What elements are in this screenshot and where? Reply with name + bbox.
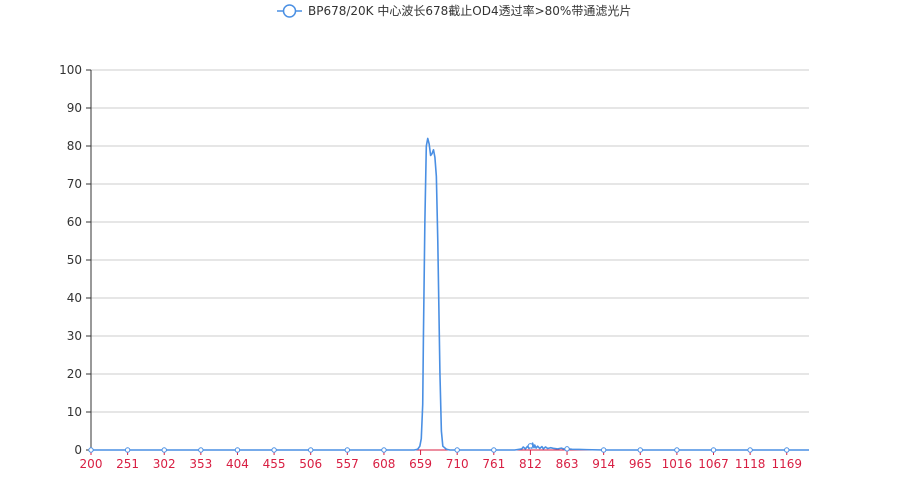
x-tick-label: 863 bbox=[556, 457, 579, 471]
data-point[interactable] bbox=[674, 447, 680, 453]
grid-lines bbox=[91, 69, 809, 413]
x-tick-label: 1169 bbox=[771, 457, 802, 471]
y-tick-label: 10 bbox=[67, 405, 82, 419]
y-tick-label: 90 bbox=[67, 101, 82, 115]
data-point[interactable] bbox=[747, 447, 753, 453]
x-axis: 200 251 302 353 404 455 506 557 608 659 710 761 812 8… bbox=[80, 449, 809, 471]
data-point[interactable] bbox=[198, 447, 204, 453]
x-tick-label: 506 bbox=[299, 457, 322, 471]
data-point[interactable] bbox=[124, 447, 131, 453]
y-tick-label: 70 bbox=[67, 177, 82, 191]
x-tick-label: 251 bbox=[116, 457, 139, 471]
x-tick-label: 353 bbox=[189, 457, 212, 471]
x-tick-label: 965 bbox=[629, 457, 652, 471]
data-point[interactable] bbox=[527, 443, 534, 449]
data-point[interactable] bbox=[637, 447, 643, 453]
y-tick-label: 30 bbox=[67, 329, 82, 343]
x-tick-label: 200 bbox=[80, 457, 103, 471]
legend-series-label: BP678/20K 中心波长678截止OD4透过率>80%带通滤光片 bbox=[308, 3, 631, 18]
x-tick-label: 557 bbox=[336, 457, 359, 471]
x-tick-label: 710 bbox=[446, 457, 469, 471]
data-point[interactable] bbox=[88, 447, 94, 453]
x-tick-label: 455 bbox=[263, 457, 286, 471]
x-tick-label: 761 bbox=[482, 457, 505, 471]
data-point[interactable] bbox=[234, 447, 241, 453]
y-tick-label: 50 bbox=[67, 253, 82, 267]
y-tick-label: 60 bbox=[67, 215, 82, 229]
data-point[interactable] bbox=[710, 447, 717, 453]
data-point[interactable] bbox=[344, 447, 351, 453]
x-tick-label: 1067 bbox=[698, 457, 729, 471]
series-line[interactable] bbox=[91, 137, 809, 451]
x-tick-label: 608 bbox=[372, 457, 395, 471]
y-tick-label: 20 bbox=[67, 367, 82, 381]
data-point[interactable] bbox=[271, 447, 277, 453]
data-point[interactable] bbox=[784, 447, 790, 453]
data-point[interactable] bbox=[381, 447, 387, 453]
y-axis: 0 10 20 30 40 50 60 70 80 90 100 bbox=[59, 63, 92, 457]
data-point[interactable] bbox=[564, 446, 570, 452]
x-tick-label: 914 bbox=[592, 457, 615, 471]
data-point[interactable] bbox=[491, 447, 497, 453]
x-tick-label: 1118 bbox=[735, 457, 766, 471]
data-point[interactable] bbox=[600, 447, 607, 453]
x-tick-label: 812 bbox=[519, 457, 542, 471]
data-point[interactable] bbox=[454, 447, 460, 453]
legend[interactable]: BP678/20K 中心波长678截止OD4透过率>80%带通滤光片 bbox=[277, 3, 631, 18]
data-point[interactable] bbox=[161, 447, 167, 453]
data-point[interactable] bbox=[308, 447, 314, 453]
y-tick-label: 40 bbox=[67, 291, 82, 305]
x-tick-label: 404 bbox=[226, 457, 249, 471]
x-tick-label: 659 bbox=[409, 457, 432, 471]
y-tick-label: 80 bbox=[67, 139, 82, 153]
series-area bbox=[88, 137, 809, 453]
legend-circle-marker-icon bbox=[282, 4, 297, 18]
y-tick-label: 0 bbox=[74, 443, 82, 457]
x-tick-label: 302 bbox=[153, 457, 176, 471]
y-tick-label: 100 bbox=[59, 63, 82, 77]
x-tick-label: 1016 bbox=[662, 457, 693, 471]
